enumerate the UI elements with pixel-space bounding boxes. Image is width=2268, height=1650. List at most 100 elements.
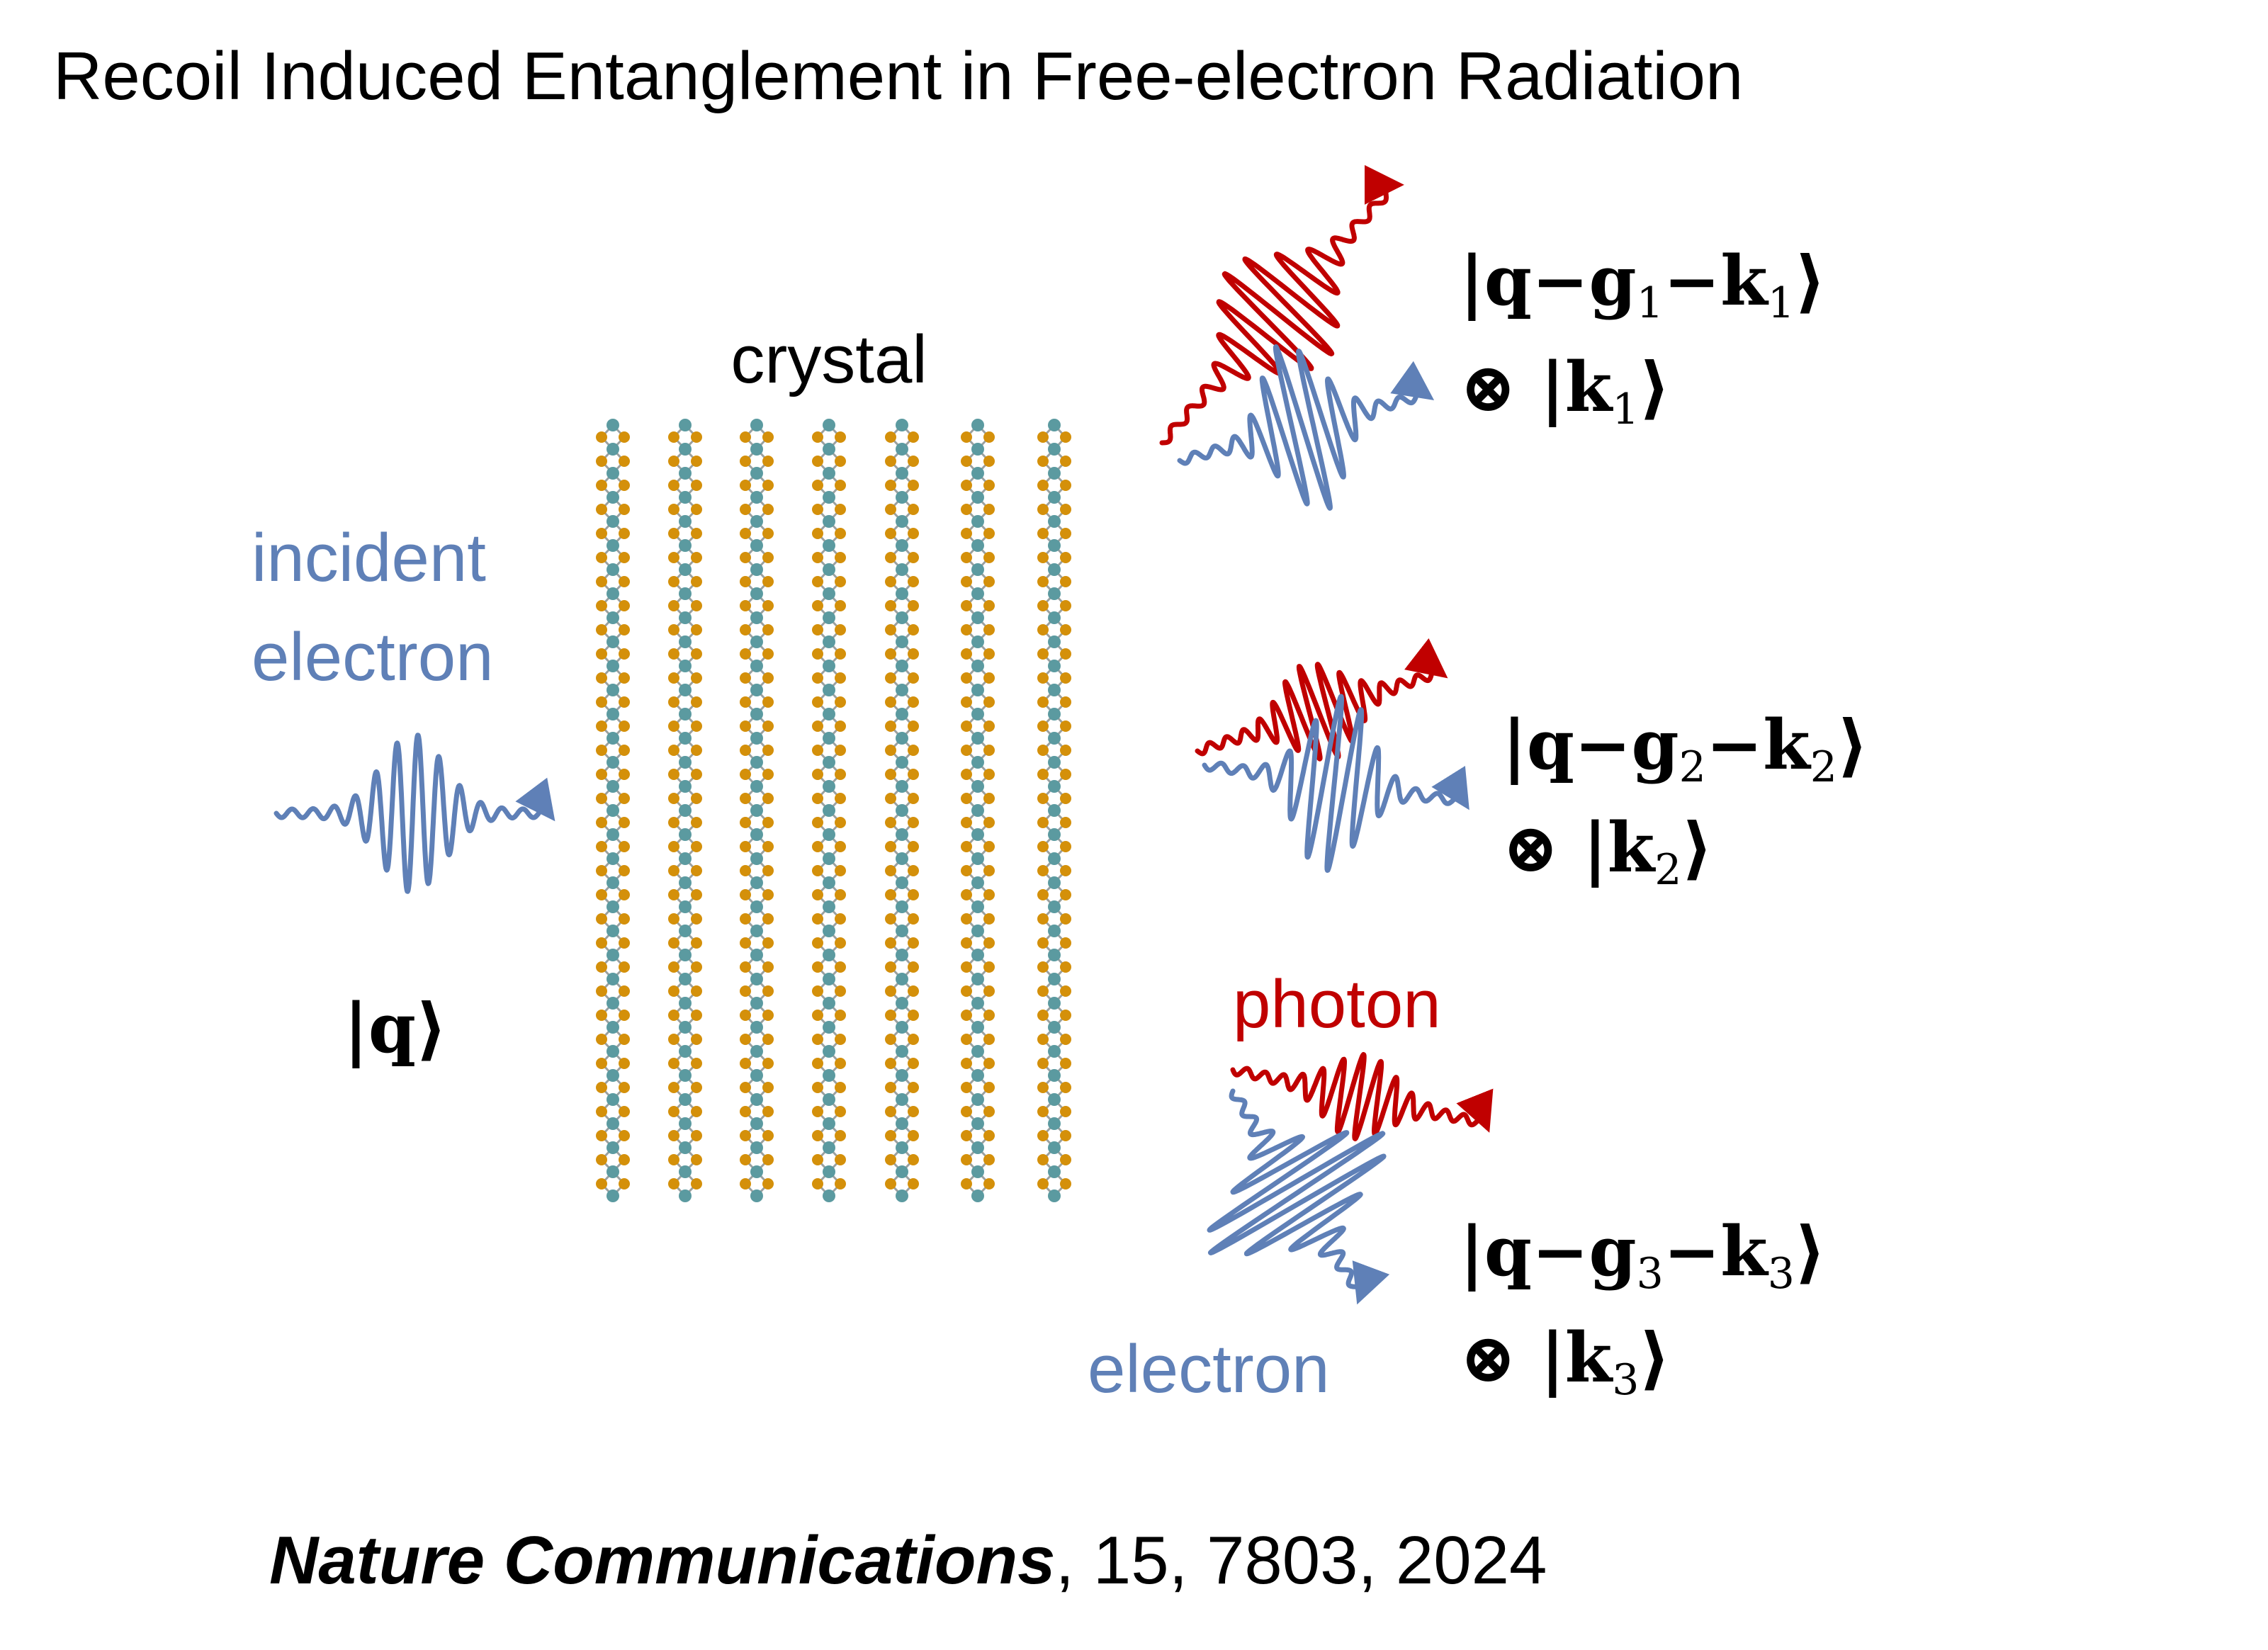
atom-teal xyxy=(1048,684,1061,696)
atom-orange xyxy=(596,1082,607,1093)
atom-teal xyxy=(679,1069,692,1082)
atom-orange xyxy=(835,480,846,491)
atom-teal xyxy=(607,997,619,1010)
atom-teal xyxy=(607,491,619,504)
atom-orange xyxy=(596,865,607,876)
atom-orange xyxy=(596,552,607,563)
atom-orange xyxy=(835,576,846,587)
atom-orange xyxy=(762,793,774,804)
atom-orange xyxy=(812,576,823,587)
atom-orange xyxy=(835,1058,846,1069)
atom-orange xyxy=(596,721,607,732)
atom-teal xyxy=(896,1045,908,1058)
electron-wave-line-3 xyxy=(1207,1088,1390,1305)
atom-orange xyxy=(619,480,630,491)
atom-orange xyxy=(983,1058,995,1069)
atom-orange xyxy=(762,817,774,828)
atom-teal xyxy=(679,804,692,817)
atom-teal xyxy=(971,419,984,431)
atom-orange xyxy=(1037,1082,1049,1093)
atom-teal xyxy=(750,660,763,672)
atom-teal xyxy=(971,804,984,817)
page-title: Recoil Induced Entanglement in Free-elec… xyxy=(53,38,1743,114)
atom-teal xyxy=(679,925,692,937)
atom-orange xyxy=(1060,552,1071,563)
atom-orange xyxy=(983,648,995,660)
atom-orange xyxy=(619,1178,630,1190)
atom-orange xyxy=(668,480,679,491)
atom-teal xyxy=(971,1021,984,1034)
atom-orange xyxy=(740,793,751,804)
atom-orange xyxy=(740,624,751,635)
atom-teal xyxy=(1048,1165,1061,1178)
atom-teal xyxy=(750,1093,763,1106)
atom-orange xyxy=(596,456,607,467)
atom-teal xyxy=(750,997,763,1010)
atom-orange xyxy=(691,985,702,997)
atom-orange xyxy=(1060,961,1071,973)
atom-orange xyxy=(596,913,607,925)
atom-orange xyxy=(691,1130,702,1141)
atom-orange xyxy=(961,456,972,467)
atom-teal xyxy=(1048,804,1061,817)
atom-orange xyxy=(1060,745,1071,756)
atom-orange xyxy=(983,1130,995,1141)
atom-orange xyxy=(961,1154,972,1165)
atom-teal xyxy=(896,780,908,793)
atom-orange xyxy=(668,672,679,684)
atom-orange xyxy=(1060,480,1071,491)
atom-teal xyxy=(1048,491,1061,504)
atom-orange xyxy=(908,528,919,539)
atom-teal xyxy=(896,635,908,648)
atom-orange xyxy=(596,1034,607,1045)
atom-teal xyxy=(607,635,619,648)
atom-orange xyxy=(762,504,774,515)
atom-teal xyxy=(823,1069,835,1082)
atom-orange xyxy=(885,1034,896,1045)
atom-orange xyxy=(1060,721,1071,732)
atom-teal xyxy=(896,828,908,841)
atom-teal xyxy=(1048,997,1061,1010)
atom-orange xyxy=(961,1130,972,1141)
atom-teal xyxy=(679,635,692,648)
atom-teal xyxy=(679,491,692,504)
atom-orange xyxy=(668,576,679,587)
atom-orange xyxy=(762,985,774,997)
atom-orange xyxy=(596,889,607,900)
atom-orange xyxy=(596,937,607,949)
atom-teal xyxy=(896,1117,908,1130)
atom-orange xyxy=(619,745,630,756)
atom-orange xyxy=(1060,456,1071,467)
atom-orange xyxy=(1060,696,1071,708)
atom-teal xyxy=(823,852,835,865)
atom-orange xyxy=(885,672,896,684)
electron-wave-line-1 xyxy=(1177,344,1435,511)
atom-orange xyxy=(596,1010,607,1021)
atom-teal xyxy=(823,1021,835,1034)
atom-orange xyxy=(1060,1106,1071,1117)
atom-orange xyxy=(668,1154,679,1165)
atom-orange xyxy=(812,889,823,900)
atom-orange xyxy=(740,600,751,611)
atom-orange xyxy=(1037,817,1049,828)
atom-orange xyxy=(740,841,751,852)
atom-orange xyxy=(1060,1058,1071,1069)
atom-teal xyxy=(750,1045,763,1058)
atom-teal xyxy=(750,1069,763,1082)
atom-orange xyxy=(619,1082,630,1093)
lattice-column xyxy=(885,419,919,1202)
atom-orange xyxy=(812,1082,823,1093)
atom-teal xyxy=(823,660,835,672)
atom-teal xyxy=(896,515,908,528)
atom-orange xyxy=(740,576,751,587)
atom-teal xyxy=(679,708,692,721)
atom-teal xyxy=(750,539,763,552)
atom-orange xyxy=(1060,1130,1071,1141)
atom-orange xyxy=(961,552,972,563)
atom-orange xyxy=(961,1010,972,1021)
atom-orange xyxy=(762,1106,774,1117)
atom-orange xyxy=(596,576,607,587)
atom-teal xyxy=(607,587,619,600)
atom-teal xyxy=(607,539,619,552)
atom-orange xyxy=(1060,769,1071,780)
